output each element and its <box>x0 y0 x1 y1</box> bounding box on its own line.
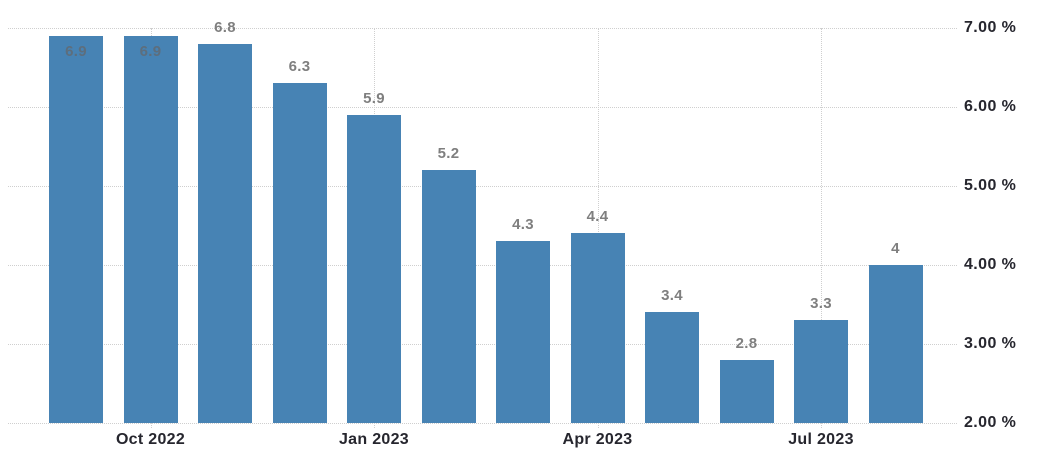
bar[interactable] <box>570 233 625 423</box>
y-axis-tick-label: 2.00 % <box>964 414 1017 431</box>
bar[interactable] <box>347 114 401 423</box>
bar-value-label: 3.4 <box>661 287 683 305</box>
bar-value-label: 2.8 <box>735 334 758 352</box>
horizontal-gridline <box>8 423 957 424</box>
y-axis-tick-label: 7.00 % <box>964 19 1017 36</box>
bar[interactable] <box>794 320 848 423</box>
bar[interactable] <box>719 359 774 423</box>
horizontal-gridline <box>8 265 957 266</box>
x-axis-tick-label: Oct 2022 <box>115 431 186 448</box>
bar-value-label: 5.2 <box>437 145 460 163</box>
bar-value-label: 6.3 <box>288 58 311 76</box>
x-axis-tick-label: Jul 2023 <box>788 431 854 448</box>
bar[interactable] <box>421 170 476 423</box>
y-axis-tick-label: 3.00 % <box>964 335 1017 352</box>
bar[interactable] <box>198 43 252 423</box>
vertical-gridline <box>821 28 822 428</box>
bar-value-label: 3.3 <box>810 295 832 313</box>
bar[interactable] <box>496 241 550 423</box>
y-axis-tick-label: 5.00 % <box>964 177 1017 194</box>
horizontal-gridline <box>8 344 957 345</box>
bar[interactable] <box>123 35 178 423</box>
x-axis-tick-label: Apr 2023 <box>562 431 633 448</box>
bar-value-label: 6.9 <box>65 42 87 60</box>
horizontal-gridline <box>8 107 957 108</box>
y-axis-tick-label: 4.00 % <box>964 256 1017 273</box>
bar-value-label: 4 <box>891 240 900 257</box>
vertical-gridline <box>597 28 599 428</box>
bar[interactable] <box>272 83 327 423</box>
bar-value-label: 4.4 <box>586 208 609 226</box>
bar-value-label: 4.3 <box>512 216 534 234</box>
bar[interactable] <box>645 312 699 423</box>
bar-value-label: 6.9 <box>139 42 162 60</box>
horizontal-gridline <box>8 28 957 29</box>
x-axis-tick-label: Jan 2023 <box>338 431 409 448</box>
bar-value-label: 6.8 <box>214 18 236 36</box>
bar-value-label: 5.9 <box>363 89 385 107</box>
horizontal-gridline <box>8 186 957 187</box>
bar[interactable] <box>49 35 103 423</box>
bar[interactable] <box>868 265 923 423</box>
y-axis-tick-label: 6.00 % <box>964 98 1017 115</box>
